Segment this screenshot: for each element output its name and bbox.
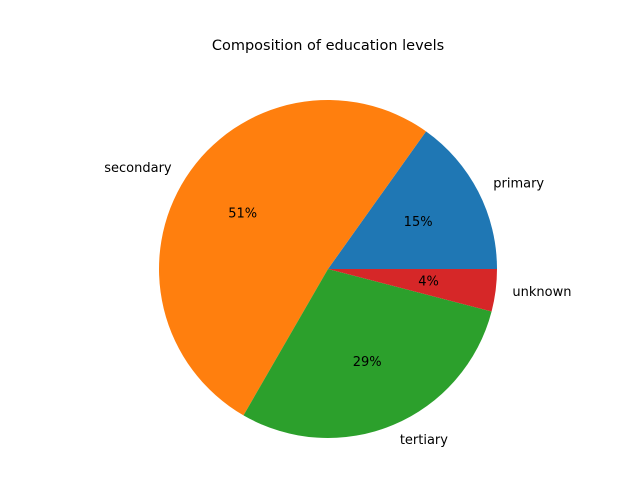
percent-label-tertiary: 29% xyxy=(353,355,382,370)
pie-labels: primary 15% secondary 51% tertiary 29% unknown… xyxy=(104,161,571,448)
category-label-unknown: unknown xyxy=(512,285,571,300)
percent-label-secondary: 51% xyxy=(228,207,257,222)
category-label-tertiary: tertiary xyxy=(400,433,448,448)
pie-slice-tertiary xyxy=(243,269,492,438)
category-label-secondary: secondary xyxy=(104,161,172,176)
percent-label-primary: 15% xyxy=(404,215,433,230)
pie-slice-secondary xyxy=(159,100,427,416)
chart-title: Composition of education levels xyxy=(212,38,444,54)
pie-slice-unknown xyxy=(328,269,497,312)
pie-slices xyxy=(159,100,497,438)
category-label-primary: primary xyxy=(493,176,544,191)
percent-label-unknown: 4% xyxy=(418,274,439,289)
pie-slice-primary xyxy=(328,131,497,269)
